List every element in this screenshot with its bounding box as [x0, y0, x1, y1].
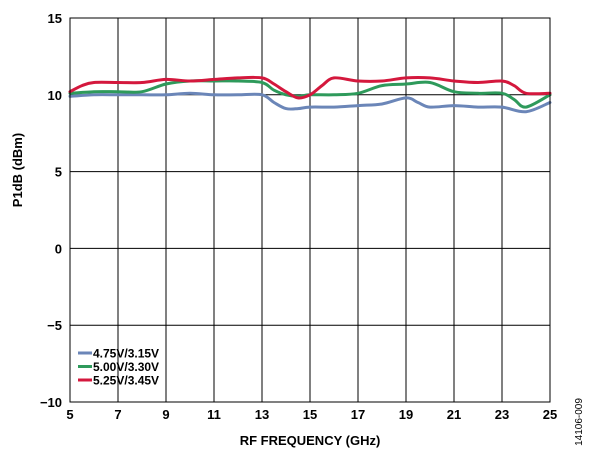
y-axis-label: P1dB (dBm): [10, 133, 25, 207]
x-tick-label: 11: [207, 407, 221, 422]
plot-area-frame: [69, 17, 551, 403]
x-tick-label: 9: [162, 407, 169, 422]
y-tick-label: −10: [40, 395, 62, 410]
legend-label: 5.00V/3.30V: [93, 360, 159, 374]
x-tick-label: 25: [543, 407, 557, 422]
x-tick-label: 23: [495, 407, 509, 422]
y-tick-label: 0: [55, 241, 62, 256]
x-tick-label: 5: [66, 407, 73, 422]
grid-lines: [69, 17, 551, 403]
y-tick-label: −5: [47, 318, 62, 333]
legend-label: 4.75V/3.15V: [93, 347, 159, 361]
x-tick-label: 21: [447, 407, 461, 422]
x-tick-label: 7: [114, 407, 121, 422]
x-tick-label: 17: [351, 407, 365, 422]
series-line-3: [68, 75, 552, 100]
series-line-2: [68, 79, 552, 109]
tick-labels: 5 7 9 11 13 15 17 19 21 23 25 −10 −5 0 5 10 15: [40, 11, 557, 422]
series-line-1: [68, 91, 552, 114]
x-tick-label: 15: [303, 407, 317, 422]
x-tick-label: 19: [399, 407, 413, 422]
y-tick-label: 10: [48, 88, 62, 103]
legend-label: 5.25V/3.45V: [93, 374, 159, 388]
figure-id: 14106-009: [574, 398, 585, 446]
series-lines: [68, 75, 552, 114]
x-tick-label: 13: [255, 407, 269, 422]
y-tick-label: 15: [48, 11, 62, 26]
y-tick-label: 5: [55, 165, 62, 180]
x-axis-label: RF FREQUENCY (GHz): [240, 433, 381, 448]
